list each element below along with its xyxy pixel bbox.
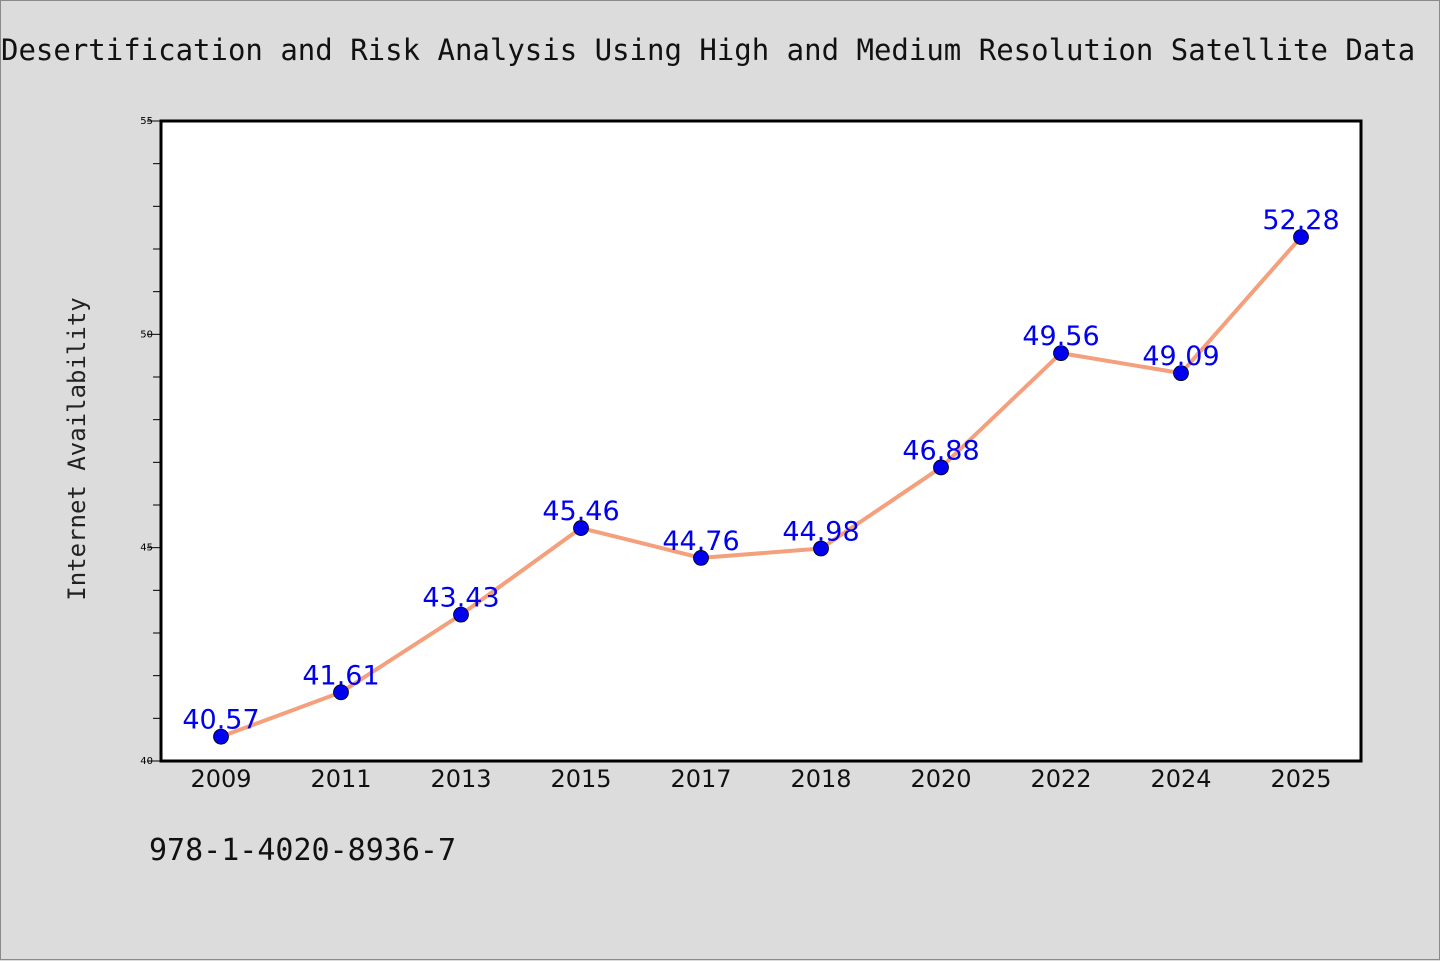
data-point — [693, 550, 709, 566]
data-label: 41.61 — [302, 660, 379, 691]
data-label: 46.88 — [902, 435, 979, 466]
data-label: 44.98 — [782, 517, 859, 548]
x-tick-label: 2011 — [310, 765, 371, 793]
data-label: 45.46 — [542, 496, 619, 527]
data-point — [813, 540, 829, 557]
data-point — [1293, 229, 1309, 245]
x-tick-label: 2009 — [190, 765, 251, 793]
y-axis: 40 45 50 55 — [140, 116, 161, 767]
y-tick-label: 40 — [140, 756, 153, 767]
x-tick-label: 2013 — [430, 765, 491, 793]
data-label: 43.43 — [422, 583, 499, 614]
data-point — [1173, 365, 1189, 382]
data-point — [213, 728, 229, 745]
y-tick-label: 50 — [140, 329, 153, 340]
data-label: 52.28 — [1262, 205, 1339, 236]
data-point — [573, 520, 589, 536]
x-tick-label: 2024 — [1150, 765, 1211, 793]
data-label: 49.56 — [1022, 321, 1099, 352]
data-label: 40.57 — [182, 705, 259, 736]
chart-title: Desertification and Risk Analysis Using … — [1, 33, 1416, 67]
y-tick-label: 45 — [140, 543, 153, 554]
x-tick-label: 2018 — [790, 765, 851, 793]
x-tick-label: 2020 — [910, 765, 971, 793]
data-label: 49.09 — [1142, 341, 1219, 372]
series-line — [220, 235, 1303, 739]
data-point — [453, 606, 469, 623]
y-tick-label: 55 — [140, 116, 153, 127]
x-tick-label: 2025 — [1270, 765, 1331, 793]
data-point — [333, 684, 349, 701]
series-layer: 40.57 41.61 43.43 45.46 44.76 44.98 46.88 49.56… — [182, 205, 1340, 745]
plot-area — [159, 119, 1363, 763]
y-axis-label: Internet Availability — [63, 297, 91, 600]
data-point — [1053, 345, 1069, 362]
x-tick-label: 2022 — [1030, 765, 1091, 793]
x-tick-label: 2015 — [550, 765, 611, 793]
data-label: 44.76 — [662, 526, 739, 557]
data-point — [933, 459, 949, 476]
x-tick-label: 2017 — [670, 765, 731, 793]
isbn-note: 978-1-4020-8936-7 — [149, 833, 457, 868]
x-axis: 2009 2011 2013 2015 2017 2018 2020 2022 2024 2025 — [190, 765, 1331, 793]
